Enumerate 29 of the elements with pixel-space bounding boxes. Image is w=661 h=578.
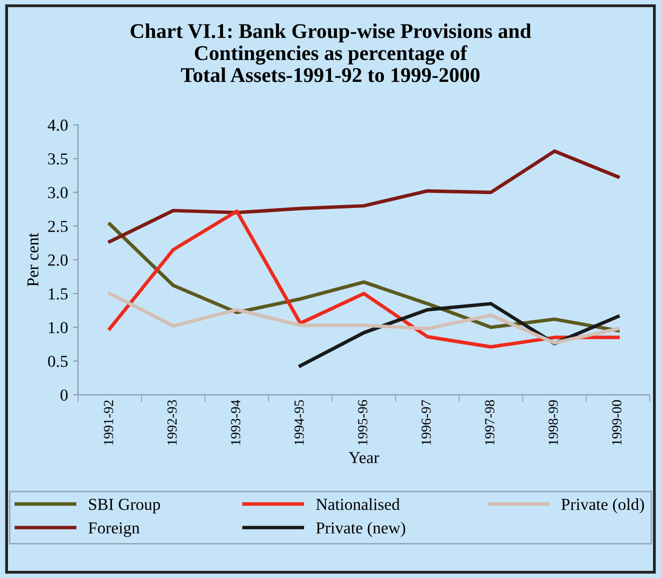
y-axis-title: Per cent xyxy=(27,232,38,286)
x-tick-label: 1992-93 xyxy=(167,400,177,445)
chart-title: Chart VI.1: Bank Group-wise Provisions and Contingencies as percentage of Total Assets-1991-92 to 1999-2000 xyxy=(130,23,532,82)
x-tick-label: 1996-97 xyxy=(422,400,431,445)
y-tick-label: 2.0 xyxy=(48,254,68,266)
y-tick-label: 3.0 xyxy=(48,187,68,198)
line-series xyxy=(108,292,620,345)
x-tick-label: 1994-95 xyxy=(294,400,304,445)
line-series xyxy=(108,149,620,244)
legend-label: Foreign xyxy=(88,522,140,537)
x-tick-label: 1995-96 xyxy=(358,400,368,445)
y-tick-label: 3.5 xyxy=(48,153,68,165)
legend-label: Private (new) xyxy=(316,522,406,537)
line-series xyxy=(108,209,620,349)
y-tick-label: 2.5 xyxy=(48,220,68,232)
y-tick-label: 0 xyxy=(60,389,68,401)
y-tick-label: 0.5 xyxy=(48,356,68,368)
y-tick-label: 4.0 xyxy=(48,120,68,131)
x-axis-title: Year xyxy=(348,452,380,464)
legend-label: SBI Group xyxy=(89,498,160,514)
x-tick-label: 1993-94 xyxy=(230,400,240,445)
x-tick-label: 1998-99 xyxy=(548,400,558,445)
y-tick-label: 1.5 xyxy=(48,288,68,300)
y-tick-label: 1.0 xyxy=(48,322,68,334)
x-tick-label: 1997-98 xyxy=(485,400,494,445)
legend-label: Private (old) xyxy=(561,498,644,514)
x-tick-label: 1991-92 xyxy=(104,400,114,445)
legend-label: Nationalised xyxy=(316,498,400,510)
x-tick-label: 1999-00 xyxy=(612,400,622,445)
